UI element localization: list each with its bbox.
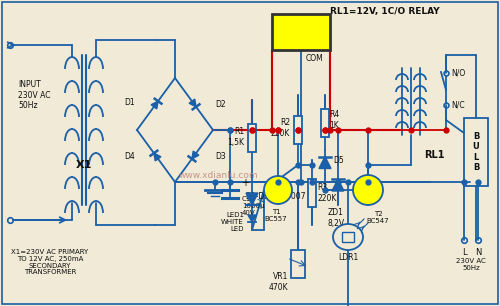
Polygon shape [248,215,256,222]
Polygon shape [151,101,158,109]
Text: R4
1K: R4 1K [329,110,339,130]
Polygon shape [332,179,344,191]
Ellipse shape [333,224,363,250]
Text: LED1
WHITE
LED: LED1 WHITE LED [221,212,244,232]
Text: T2: T2 [364,181,376,191]
Text: 3: 3 [321,42,326,50]
Text: D4: D4 [124,151,135,161]
Text: T2
BC547: T2 BC547 [366,211,390,224]
Text: RL1: RL1 [424,150,444,160]
Text: R3
220K: R3 220K [317,183,336,203]
Text: D2: D2 [215,99,226,109]
Text: N/O: N/O [451,69,465,77]
Polygon shape [154,153,161,161]
Text: T1: T1 [272,181,283,191]
Bar [291,250,305,278]
Text: X1=230V AC PRIMARY
TO 12V AC, 250mA
SECONDARY
TRANSFORMER: X1=230V AC PRIMARY TO 12V AC, 250mA SECO… [12,248,88,275]
Bar [308,178,316,207]
Text: N/C: N/C [451,100,464,110]
Polygon shape [246,193,258,205]
Text: D1-D5=1N4007: D1-D5=1N4007 [245,192,305,200]
Text: +: + [241,178,249,188]
Text: ZD1
8,2V: ZD1 8,2V [328,208,344,228]
Text: D1: D1 [124,98,135,106]
Text: L: L [462,248,466,257]
Polygon shape [189,99,196,107]
Text: COM: COM [306,54,324,62]
Text: 7806: 7806 [278,27,324,45]
Bar [321,109,329,136]
Bar [294,116,302,144]
Text: 1: 1 [276,42,281,50]
Text: R1
1,5K: R1 1,5K [227,127,244,147]
Text: LDR1: LDR1 [338,252,358,262]
Bar [464,118,488,186]
Text: VR1
470K: VR1 470K [268,272,288,292]
Bar [248,124,256,151]
Text: www.xdianlu.com: www.xdianlu.com [178,170,258,180]
Text: R2
220K: R2 220K [270,118,290,138]
Text: C1
1000µ
40V: C1 1000µ 40V [242,196,264,216]
Circle shape [264,176,292,204]
Text: T1
BC557: T1 BC557 [264,209,287,222]
Text: IC1: IC1 [291,19,311,29]
Text: D3: D3 [215,151,226,161]
Polygon shape [192,151,199,159]
Text: RL1=12V, 1C/O RELAY: RL1=12V, 1C/O RELAY [330,6,440,16]
Bar [342,232,354,242]
Text: 230V AC
50Hz: 230V AC 50Hz [456,258,486,271]
Text: 2: 2 [298,42,304,50]
Text: B
U
L
B: B U L B [472,132,480,172]
Text: INPUT
230V AC
50Hz: INPUT 230V AC 50Hz [18,80,50,110]
Text: D5: D5 [333,155,344,165]
Text: X1: X1 [76,160,92,170]
Bar [272,14,330,50]
Text: N: N [475,248,481,257]
Polygon shape [319,156,331,169]
Circle shape [353,175,383,205]
